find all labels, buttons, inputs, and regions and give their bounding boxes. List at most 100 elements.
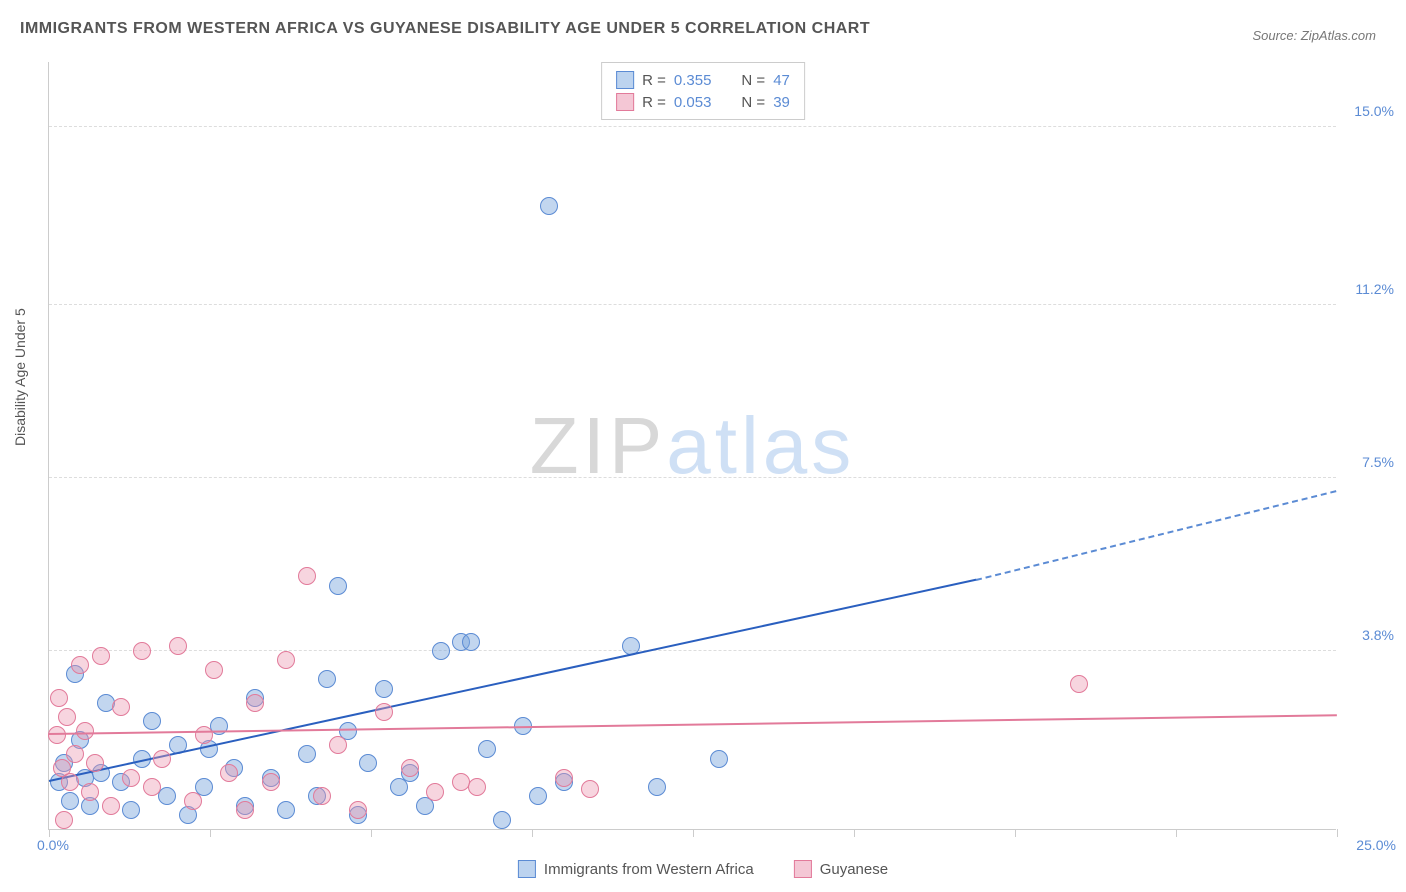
scatter-point [329,577,347,595]
scatter-point [236,801,254,819]
gridline [49,126,1336,127]
scatter-point [359,754,377,772]
x-tick [693,829,694,837]
scatter-point [195,726,213,744]
n-label: N = [741,72,765,89]
scatter-point [61,792,79,810]
scatter-point [462,633,480,651]
x-tick [371,829,372,837]
legend-stat-row: R = 0.355 N = 47 [616,69,790,91]
scatter-point [58,708,76,726]
scatter-point [102,797,120,815]
plot-area: ZIPatlas 0.0% 25.0% 3.8%7.5%11.2%15.0% [48,62,1336,830]
legend-series-label: Guyanese [820,861,888,878]
r-value: 0.053 [674,94,712,111]
legend-series-item: Guyanese [794,860,888,878]
y-tick-label: 7.5% [1362,454,1394,470]
n-label: N = [741,94,765,111]
trend-line [49,715,1337,736]
scatter-point [375,703,393,721]
scatter-point [1070,675,1088,693]
scatter-point [246,694,264,712]
scatter-point [493,811,511,829]
n-value: 39 [773,94,790,111]
scatter-point [81,783,99,801]
scatter-point [277,651,295,669]
scatter-point [220,764,238,782]
scatter-point [555,769,573,787]
scatter-point [55,811,73,829]
scatter-point [76,722,94,740]
scatter-point [61,773,79,791]
n-value: 47 [773,72,790,89]
scatter-point [122,769,140,787]
y-tick-label: 3.8% [1362,627,1394,643]
scatter-point [50,689,68,707]
scatter-point [648,778,666,796]
scatter-point [468,778,486,796]
r-label: R = [642,72,666,89]
scatter-point [375,680,393,698]
scatter-point [143,778,161,796]
x-origin-label: 0.0% [37,837,69,853]
scatter-point [710,750,728,768]
legend-series-item: Immigrants from Western Africa [518,860,754,878]
legend-series: Immigrants from Western Africa Guyanese [518,860,888,878]
x-tick [1176,829,1177,837]
x-tick [210,829,211,837]
gridline [49,477,1336,478]
gridline [49,304,1336,305]
scatter-point [313,787,331,805]
x-tick [49,829,50,837]
legend-swatch [794,860,812,878]
gridline [49,650,1336,651]
scatter-point [92,647,110,665]
scatter-point [426,783,444,801]
scatter-point [432,642,450,660]
source-label: Source: [1252,28,1300,43]
legend-series-label: Immigrants from Western Africa [544,861,754,878]
x-tick [854,829,855,837]
scatter-point [86,754,104,772]
x-tick [1337,829,1338,837]
legend-swatch [616,93,634,111]
y-axis-label: Disability Age Under 5 [12,308,28,446]
r-value: 0.355 [674,72,712,89]
legend-stats: R = 0.355 N = 47 R = 0.053 N = 39 [601,62,805,120]
scatter-point [581,780,599,798]
scatter-point [318,670,336,688]
scatter-point [71,656,89,674]
source-attribution: Source: ZipAtlas.com [1252,28,1376,43]
scatter-point [122,801,140,819]
scatter-point [540,197,558,215]
scatter-point [169,637,187,655]
scatter-point [48,726,66,744]
scatter-point [153,750,171,768]
chart-title: IMMIGRANTS FROM WESTERN AFRICA VS GUYANE… [20,20,870,38]
scatter-point [158,787,176,805]
legend-swatch [616,71,634,89]
y-tick-label: 15.0% [1354,103,1394,119]
r-label: R = [642,94,666,111]
scatter-point [184,792,202,810]
scatter-point [329,736,347,754]
y-tick-label: 11.2% [1355,281,1394,297]
source-value: ZipAtlas.com [1301,28,1376,43]
scatter-point [298,567,316,585]
trend-line [49,579,977,782]
scatter-point [529,787,547,805]
scatter-point [262,773,280,791]
x-tick [532,829,533,837]
scatter-point [143,712,161,730]
scatter-point [205,661,223,679]
scatter-point [401,759,419,777]
scatter-point [298,745,316,763]
scatter-point [277,801,295,819]
trend-line [976,490,1337,581]
x-tick [1015,829,1016,837]
x-max-label: 25.0% [1356,837,1396,853]
scatter-point [133,642,151,660]
scatter-point [478,740,496,758]
scatter-point [349,801,367,819]
legend-stat-row: R = 0.053 N = 39 [616,91,790,113]
